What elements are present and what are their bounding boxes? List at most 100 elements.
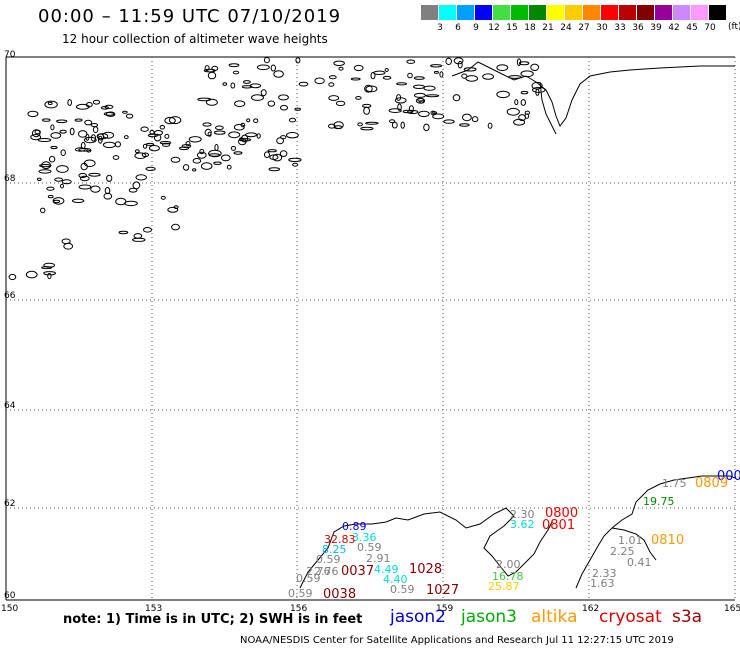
- ice-floe: [465, 75, 479, 82]
- map-title: 00:00 – 11:59 UTC 07/10/2019: [38, 6, 342, 27]
- ice-floe: [162, 142, 171, 147]
- ice-floe: [267, 149, 277, 153]
- ice-floe: [214, 144, 219, 151]
- map-border: [5, 56, 735, 601]
- ice-floe: [288, 117, 297, 123]
- ice-floe: [188, 136, 202, 143]
- wave-height-label: 0801: [542, 518, 575, 533]
- sea-ice-field: [8, 57, 546, 281]
- ice-floe: [457, 60, 463, 69]
- ice-floe: [419, 100, 425, 104]
- ice-floe: [143, 227, 152, 233]
- ice-floe: [25, 270, 38, 279]
- ice-floe: [192, 158, 202, 164]
- ice-floe: [83, 159, 96, 168]
- legend-swatch: [619, 5, 636, 20]
- ice-floe: [134, 149, 140, 154]
- wave-height-label: 2.33: [592, 567, 617, 580]
- ice-floe: [132, 237, 146, 242]
- ice-floe: [79, 175, 90, 182]
- ice-floe: [298, 81, 309, 87]
- satellite-name: cryosat: [599, 607, 662, 627]
- wave-height-label: 0.59: [296, 572, 321, 585]
- ice-floe: [389, 119, 396, 124]
- ice-floe: [295, 57, 301, 64]
- ice-floe: [72, 198, 85, 204]
- ice-floe: [362, 103, 372, 108]
- wave-height-label: 0.41: [627, 556, 652, 569]
- ice-floe: [234, 100, 246, 107]
- ice-floe: [294, 107, 302, 111]
- ice-floe: [141, 152, 150, 158]
- ice-floe: [102, 141, 116, 149]
- ice-floe: [56, 119, 68, 124]
- wave-height-label: 1.63: [590, 577, 615, 590]
- ice-floe: [134, 152, 147, 159]
- ice-floe: [482, 73, 495, 80]
- legend-label: 27: [578, 23, 590, 33]
- ice-floe: [430, 64, 443, 68]
- ice-floe: [204, 128, 212, 137]
- ice-floe: [39, 164, 52, 168]
- ice-floe: [413, 76, 425, 80]
- ice-floe: [233, 151, 243, 155]
- legend-swatch: [565, 5, 582, 20]
- ice-floe: [203, 68, 216, 73]
- ice-floe: [264, 151, 270, 158]
- legend-label: 33: [614, 23, 626, 33]
- ice-floe: [425, 94, 440, 98]
- legend-swatch: [439, 5, 456, 20]
- ice-floe: [75, 103, 90, 110]
- ice-floe: [106, 174, 113, 182]
- ice-floe: [160, 195, 166, 200]
- ice-floe: [44, 100, 58, 109]
- ice-floe: [205, 98, 218, 106]
- ice-floe: [192, 168, 197, 172]
- ice-floe: [357, 122, 363, 127]
- legend-swatch: [457, 5, 474, 20]
- ice-floe: [207, 71, 217, 80]
- ice-floe: [471, 116, 479, 123]
- lon-label: 165: [724, 604, 740, 614]
- legend-label: 6: [455, 23, 461, 33]
- satellite-name: jason3: [461, 607, 517, 627]
- ice-floe: [50, 124, 55, 131]
- legend-swatch: [637, 5, 654, 20]
- ice-floe: [328, 75, 337, 80]
- ice-floe: [260, 89, 267, 97]
- wave-height-label: 4.40: [383, 573, 408, 586]
- ice-floe: [132, 181, 141, 190]
- ice-floe: [445, 57, 453, 65]
- wave-height-label: 0038: [323, 587, 356, 602]
- ice-floe: [413, 92, 426, 98]
- ice-floe: [123, 135, 129, 140]
- lat-label: 62: [4, 499, 15, 509]
- ice-floe: [30, 134, 42, 141]
- ice-floe: [48, 155, 56, 163]
- legend-swatch: [493, 5, 510, 20]
- ice-floe: [365, 121, 379, 125]
- legend-label: 39: [650, 23, 662, 33]
- legend-swatch: [529, 5, 546, 20]
- legend-label: 21: [542, 23, 554, 33]
- ice-floe: [232, 70, 240, 75]
- ice-floe: [92, 99, 101, 105]
- ice-floe: [213, 161, 222, 165]
- ice-floe: [135, 174, 147, 181]
- lon-label: 153: [145, 604, 162, 614]
- legend-label: 45: [686, 23, 698, 33]
- ice-floe: [154, 130, 163, 136]
- ice-floe: [396, 82, 408, 86]
- ice-floe: [267, 100, 276, 107]
- ice-floe: [524, 110, 530, 115]
- ice-floe: [263, 57, 270, 64]
- ice-floe: [238, 138, 252, 142]
- ice-floe: [388, 108, 402, 113]
- ice-floe: [270, 64, 276, 72]
- ice-floe: [413, 84, 425, 90]
- ice-floe: [462, 113, 472, 122]
- coastline-bay: [611, 527, 657, 561]
- ice-floe: [520, 90, 529, 95]
- wave-height-label: 2.00: [496, 558, 521, 571]
